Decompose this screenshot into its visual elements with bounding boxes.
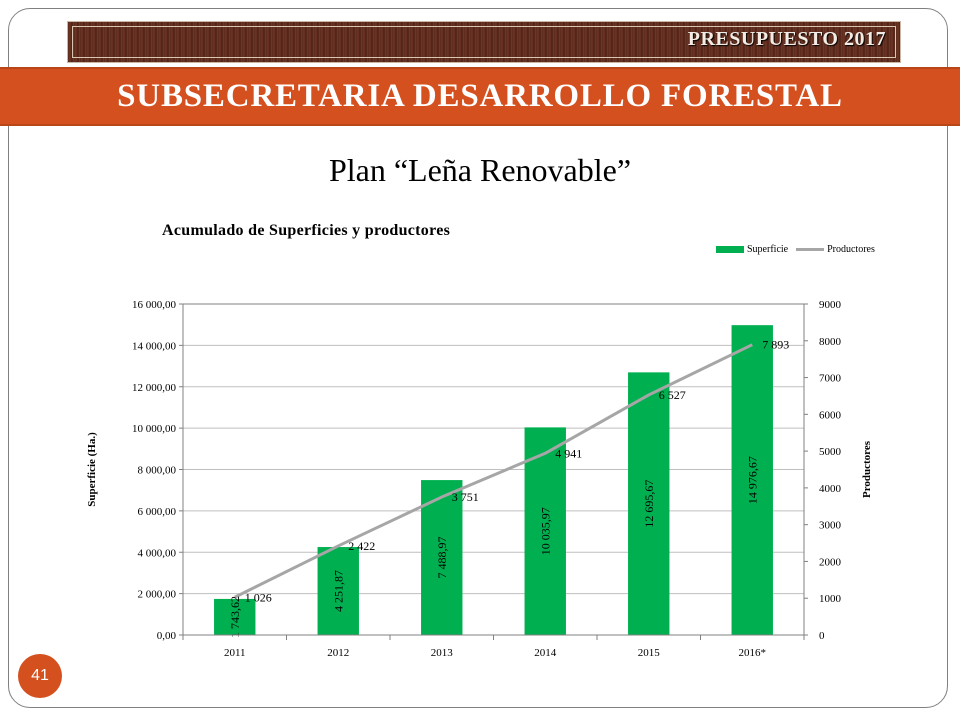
- y2-tick-label: 7000: [819, 373, 842, 385]
- productores-line: [234, 343, 753, 599]
- y-tick-label: 0,00: [157, 630, 177, 642]
- y2-tick-label: 2000: [819, 556, 842, 568]
- bar-value-label: 12 695,67: [642, 480, 656, 528]
- bar: [628, 372, 670, 635]
- y-tick-label: 14 000,00: [132, 340, 177, 352]
- y2-tick-label: 4000: [819, 483, 842, 495]
- budget-year-label: PRESUPUESTO 2017: [687, 28, 886, 50]
- y-tick-label: 4 000,00: [138, 547, 177, 559]
- header-wood-inner-border: [72, 26, 896, 58]
- x-tick-label: 2012: [327, 647, 349, 659]
- x-tick-label: 2014: [534, 647, 557, 659]
- x-tick-label: 2015: [638, 647, 661, 659]
- y-tick-label: 16 000,00: [132, 299, 177, 311]
- legend-label-superficie: Superficie: [747, 244, 789, 255]
- bar: [524, 427, 566, 635]
- title-banner: SUBSECRETARIA DESARROLLO FORESTAL: [0, 67, 960, 126]
- legend-line-swatch: [796, 248, 825, 251]
- slide-title: Plan “Leña Renovable”: [328, 152, 632, 188]
- x-tick-label: 2011: [224, 647, 246, 659]
- y2-tick-label: 0: [819, 630, 825, 642]
- line-value-label: 1 026: [245, 590, 272, 604]
- header-wood-bar: PRESUPUESTO 2017: [67, 21, 901, 63]
- line-value-label: 6 527: [659, 388, 686, 402]
- y-tick-label: 12 000,00: [132, 382, 177, 394]
- y-tick-label: 6 000,00: [138, 506, 177, 518]
- x-tick-label: 2016*: [739, 647, 767, 659]
- y2-axis-title: Productores: [861, 440, 873, 498]
- bar: [214, 598, 256, 635]
- y2-tick-label: 9000: [819, 299, 842, 311]
- y2-tick-label: 6000: [819, 409, 842, 421]
- y2-tick-label: 5000: [819, 446, 842, 458]
- y-tick-label: 8 000,00: [138, 465, 177, 477]
- banner-title: SUBSECRETARIA DESARROLLO FORESTAL: [117, 78, 843, 114]
- bar-value-label: 14 976,67: [745, 456, 759, 504]
- y2-tick-label: 1000: [819, 593, 842, 605]
- bar-value-label: 4 251,87: [331, 570, 345, 612]
- legend-bar-swatch: [716, 246, 744, 253]
- y2-tick-label: 8000: [819, 336, 842, 348]
- line-value-label: 2 422: [348, 539, 375, 553]
- y-axis-title: Superficie (Ha.): [86, 432, 98, 507]
- line-value-label: 4 941: [555, 446, 582, 460]
- line-value-label: 7 893: [762, 338, 789, 352]
- bar: [421, 480, 463, 635]
- bar-value-label: 10 035,97: [538, 507, 552, 555]
- y2-tick-label: 3000: [819, 520, 842, 532]
- x-tick-label: 2013: [431, 647, 454, 659]
- chart-title: Acumulado de Superficies y productores: [162, 222, 451, 239]
- page-number-badge: 41: [18, 654, 62, 698]
- bar-value-label: 1 743,62: [228, 596, 242, 638]
- line-value-label: 3 751: [452, 490, 479, 504]
- bar-value-label: 7 488,97: [435, 537, 449, 579]
- y-tick-label: 10 000,00: [132, 423, 177, 435]
- chart-legend: Superficie Productores: [716, 244, 875, 255]
- bar: [731, 325, 773, 635]
- y-tick-label: 2 000,00: [138, 589, 177, 601]
- legend-label-productores: Productores: [827, 244, 875, 255]
- bar: [317, 547, 359, 635]
